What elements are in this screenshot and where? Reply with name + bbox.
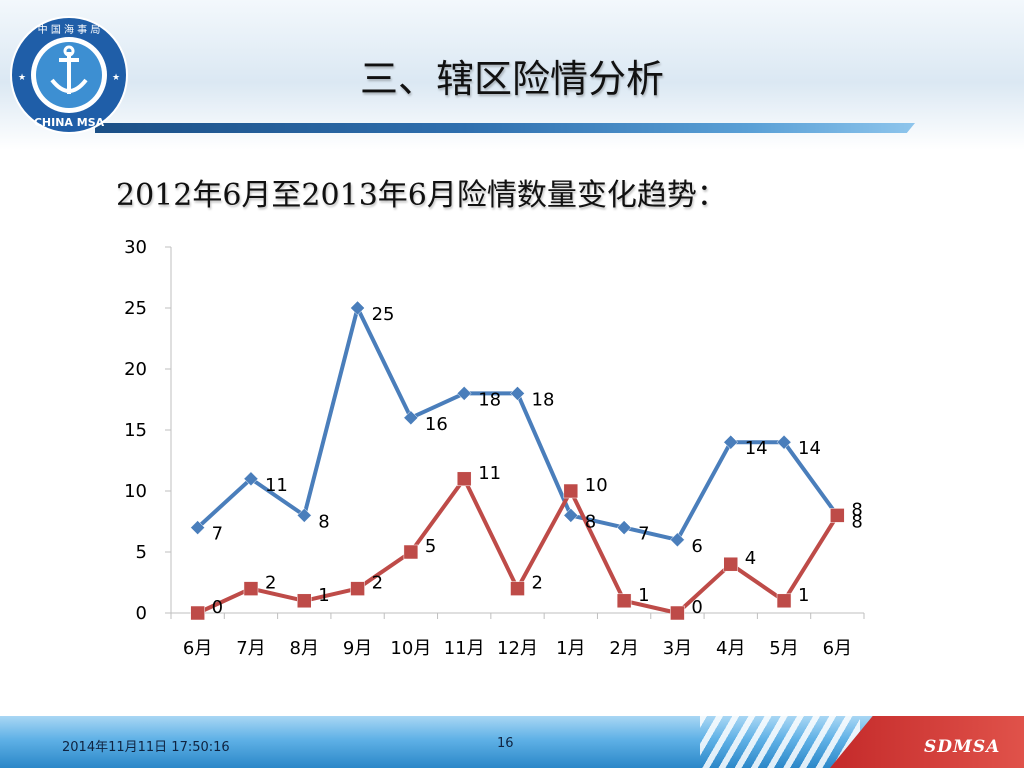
series-1-point <box>670 532 685 548</box>
data-label: 8 <box>585 511 596 532</box>
series-1-point <box>510 386 525 401</box>
series-2-point <box>190 605 205 621</box>
y-tick-label: 10 <box>124 481 147 502</box>
data-label: 11 <box>478 463 501 484</box>
data-label: 1 <box>638 585 649 606</box>
y-axis: 0 5 10 15 20 25 30 <box>124 237 172 624</box>
series-2-point <box>830 508 845 523</box>
data-label: 8 <box>851 499 862 520</box>
x-tick-label: 8月 <box>290 638 319 659</box>
logo-text-top: 中 国 海 事 局 <box>38 23 101 36</box>
data-label: 1 <box>318 585 329 606</box>
data-label: 0 <box>691 597 702 618</box>
header-rule <box>95 123 915 133</box>
series-1-point <box>350 300 365 316</box>
data-label: 16 <box>425 414 448 435</box>
data-label: 5 <box>425 536 436 557</box>
series-2-point <box>563 483 579 499</box>
data-label: 18 <box>478 389 501 410</box>
x-tick-label: 5月 <box>769 638 798 659</box>
footer-brand: SDMSA <box>924 737 1001 757</box>
series-2-point <box>456 471 472 487</box>
data-label: 2 <box>265 573 276 594</box>
series-2-point <box>776 593 792 609</box>
series-1-point <box>723 434 739 450</box>
series-1-point <box>563 508 579 523</box>
series-2-point <box>670 605 685 621</box>
data-label: 7 <box>638 524 649 545</box>
y-tick-label: 15 <box>124 420 147 441</box>
x-tick-label: 2月 <box>609 638 638 659</box>
data-label: 18 <box>532 389 555 410</box>
x-tick-label: 1月 <box>556 638 585 659</box>
star-icon: ★ <box>18 73 26 83</box>
series-2-point <box>297 593 312 609</box>
series-2-point <box>616 593 632 609</box>
x-tick-label: 11月 <box>444 638 485 659</box>
y-tick-label: 20 <box>124 359 147 380</box>
logo-text-bottom: CHINA MSA <box>34 116 105 129</box>
chart-heading: 2012年6月至2013年6月险情数量变化趋势： <box>116 178 727 213</box>
data-label: 14 <box>745 438 768 459</box>
slide-title: 三、辖区险情分析 <box>359 57 664 101</box>
series-1-point <box>616 520 632 535</box>
footer-band <box>0 716 1024 768</box>
data-label: 2 <box>372 573 383 594</box>
data-label: 10 <box>585 475 608 496</box>
footer-stripes <box>700 716 860 768</box>
series-2-point <box>723 556 738 572</box>
y-tick-label: 0 <box>136 603 147 624</box>
data-label: 6 <box>691 536 702 557</box>
china-msa-logo: 中 国 海 事 局 CHINA MSA ★ ★ <box>10 16 128 134</box>
series-1-point <box>190 520 206 535</box>
y-tick-label: 5 <box>136 542 147 563</box>
star-icon: ★ <box>112 73 120 83</box>
x-tick-label: 12月 <box>497 638 538 659</box>
data-label: 4 <box>745 548 756 569</box>
x-tick-label: 6月 <box>823 638 852 659</box>
x-tick-label: 10月 <box>390 638 431 659</box>
series-1-point <box>296 508 312 523</box>
series-2-point <box>243 581 259 596</box>
footer-date: 2014年11月11日 17:50:16 <box>62 740 230 755</box>
series-2-point <box>403 544 419 560</box>
data-label: 0 <box>212 597 223 618</box>
data-label: 2 <box>532 573 543 594</box>
data-label: 25 <box>372 304 395 325</box>
data-label: 1 <box>798 585 809 606</box>
y-tick-label: 25 <box>124 298 147 319</box>
data-label: 14 <box>798 438 821 459</box>
x-tick-label: 9月 <box>343 638 372 659</box>
x-tick-label: 4月 <box>716 638 745 659</box>
data-label: 8 <box>851 511 862 532</box>
series-1-line <box>195 306 840 542</box>
series-2-point <box>350 581 365 596</box>
series-2-point <box>510 581 525 596</box>
page-number: 16 <box>497 736 514 751</box>
data-label: 7 <box>212 524 223 545</box>
series-1-point <box>456 386 472 401</box>
data-label: 8 <box>318 511 329 532</box>
y-tick-label: 30 <box>124 237 147 258</box>
x-tick-label: 6月 <box>183 638 212 659</box>
data-label: 11 <box>265 475 288 496</box>
series-1-point <box>403 410 419 426</box>
series-1-point <box>776 434 792 450</box>
x-tick-label: 7月 <box>236 638 265 659</box>
series-1-point <box>243 471 259 487</box>
x-tick-label: 3月 <box>663 638 692 659</box>
x-axis: 6月 7月 8月 9月 10月 11月 12月 1月 2月 3月 4月 5月 6月 <box>170 612 865 659</box>
